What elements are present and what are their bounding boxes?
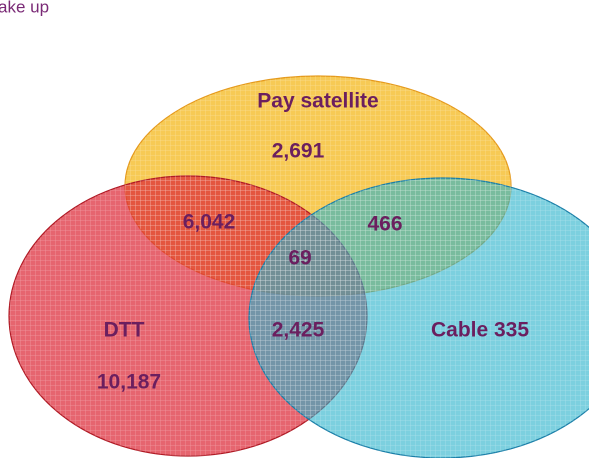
set-label: Cable 335 — [431, 319, 529, 342]
region-value: 10,187 — [97, 371, 161, 394]
labels: Pay satellite DTT Cable 335 2,691 6,042 466 69… — [97, 90, 529, 394]
region-value: 2,691 — [272, 140, 325, 163]
title: ake up — [0, 0, 49, 16]
set-label: Pay satellite — [257, 90, 378, 113]
grid-texture — [249, 178, 589, 458]
region-value: 2,425 — [272, 319, 325, 342]
region-value: 6,042 — [183, 211, 236, 234]
circles — [8, 75, 589, 458]
set-label: DTT — [104, 319, 145, 342]
region-value: 69 — [288, 247, 311, 270]
region-value: 466 — [367, 213, 402, 236]
